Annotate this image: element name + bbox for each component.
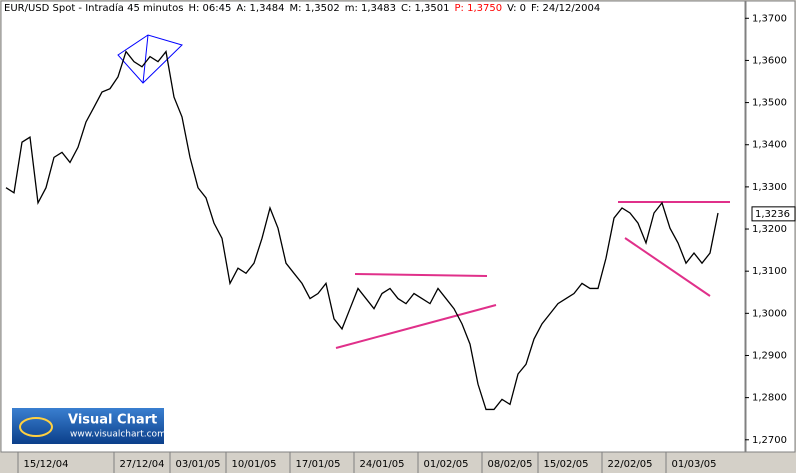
header-text: EUR/USD Spot - Intradía 45 minutos H: 06:… [4,2,600,14]
y-tick-label: 1,3600 [752,55,787,66]
x-tick-label: 08/02/05 [488,459,533,470]
x-tick-label: 15/12/04 [24,459,69,470]
header-field: EUR/USD Spot - Intradía 45 minutos [4,2,183,14]
header: EUR/USD Spot - Intradía 45 minutos H: 06:… [4,2,600,14]
x-tick-label: 24/01/05 [360,459,405,470]
x-tick-label: 03/01/05 [176,459,221,470]
trend-line [335,304,497,349]
y-tick-label: 1,2900 [752,350,787,361]
x-tick-label: 15/02/05 [544,459,589,470]
header-field: C: 1,3501 [401,3,450,14]
header-field: m: 1,3483 [345,3,396,14]
y-tick-label: 1,3700 [752,13,787,24]
x-tick-label: 22/02/05 [608,459,653,470]
last-price-box [751,206,796,222]
header-field: V: 0 [507,3,526,14]
trend-line [354,273,488,277]
trend-line [624,237,711,297]
y-tick-label: 1,3500 [752,98,787,109]
y-tick-label: 1,2800 [752,393,787,404]
x-tick-label: 01/02/05 [424,459,469,470]
header-field: H: 06:45 [188,3,231,14]
header-field: M: 1,3502 [290,3,340,14]
header-field: A: 1,3484 [236,3,284,14]
y-tick-label: 1,3000 [752,308,787,319]
logo-url: www.visualchart.com [70,430,166,440]
logo-title: Visual Chart [68,413,157,428]
plot-area [0,0,746,453]
price-line [5,50,719,411]
y-axis-area [745,0,796,453]
last-price-label: 1,3236 [755,209,790,220]
logo [12,408,164,444]
x-tick-label: 17/01/05 [296,459,341,470]
y-tick-label: 1,3200 [752,224,787,235]
diamond-pattern [117,34,183,84]
y-tick-label: 1,2700 [752,435,787,446]
header-field: P: 1,3750 [455,3,503,14]
logo-icon [19,417,53,437]
x-tick-label: 01/03/05 [672,459,717,470]
diamond-pattern [142,34,149,84]
y-tick-label: 1,3300 [752,182,787,193]
x-tick-label: 10/01/05 [232,459,277,470]
y-tick-label: 1,3400 [752,140,787,151]
x-tick-label: 27/12/04 [120,459,165,470]
header-field: F: 24/12/2004 [531,3,600,14]
y-tick-label: 1,3100 [752,266,787,277]
